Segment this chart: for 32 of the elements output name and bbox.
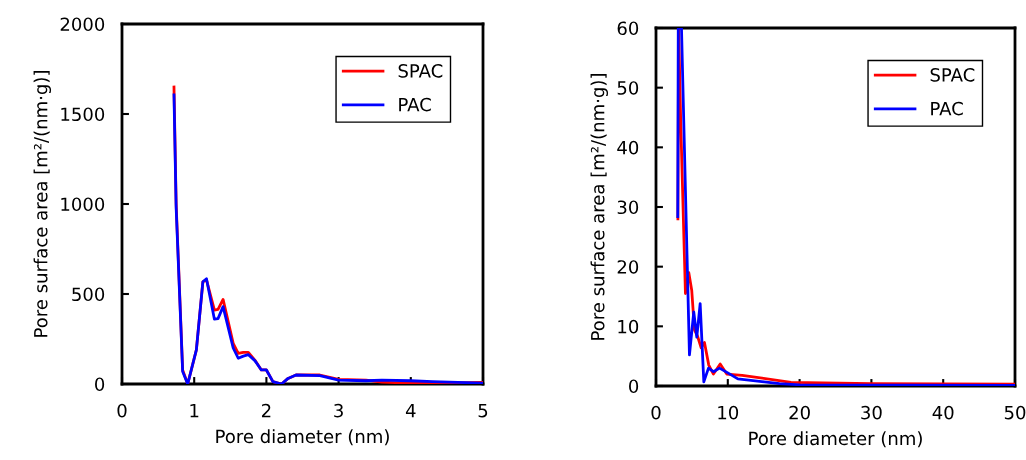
y-tick-label: 500 xyxy=(72,287,105,302)
legend-label: PAC xyxy=(931,101,963,116)
x-tick-label: 50 xyxy=(1004,405,1026,420)
x-tick-label: 2 xyxy=(261,403,271,418)
y-tick-label: 0 xyxy=(629,379,639,394)
y-tick-label: 20 xyxy=(617,260,639,274)
legend-label: PAC xyxy=(399,97,431,112)
y-tick-label: 1000 xyxy=(61,197,105,212)
x-tick-label: 5 xyxy=(478,404,488,418)
y-axis-title: Pore surface area [m²/(nm·g)] xyxy=(33,71,52,337)
y-tick-label: 40 xyxy=(617,140,639,155)
x-axis-title: Pore diameter (nm) xyxy=(216,429,389,446)
legend-label: SPAC xyxy=(398,64,443,78)
x-tick-label: 3 xyxy=(334,403,343,418)
y-tick-label: 30 xyxy=(617,200,639,215)
x-tick-label: 20 xyxy=(789,405,810,420)
x-tick-label: 40 xyxy=(932,405,954,420)
legend-label: SPAC xyxy=(930,68,975,82)
y-tick-label: 2000 xyxy=(60,17,105,32)
x-tick-label: 4 xyxy=(405,404,416,418)
x-tick-label: 30 xyxy=(861,405,882,420)
y-tick-label: 60 xyxy=(617,21,639,36)
y-tick-label: 50 xyxy=(617,81,639,95)
x-axis-title: Pore diameter (nm) xyxy=(749,431,922,448)
x-tick-label: 1 xyxy=(190,404,199,418)
y-tick-label: 0 xyxy=(95,377,105,392)
x-tick-label: 10 xyxy=(718,405,739,420)
y-axis-title: Pore surface area [m²/(nm·g)] xyxy=(590,74,609,340)
y-tick-label: 10 xyxy=(618,319,639,334)
x-tick-label: 0 xyxy=(651,405,661,420)
y-tick-label: 1500 xyxy=(61,107,105,122)
x-tick-label: 0 xyxy=(117,403,127,418)
